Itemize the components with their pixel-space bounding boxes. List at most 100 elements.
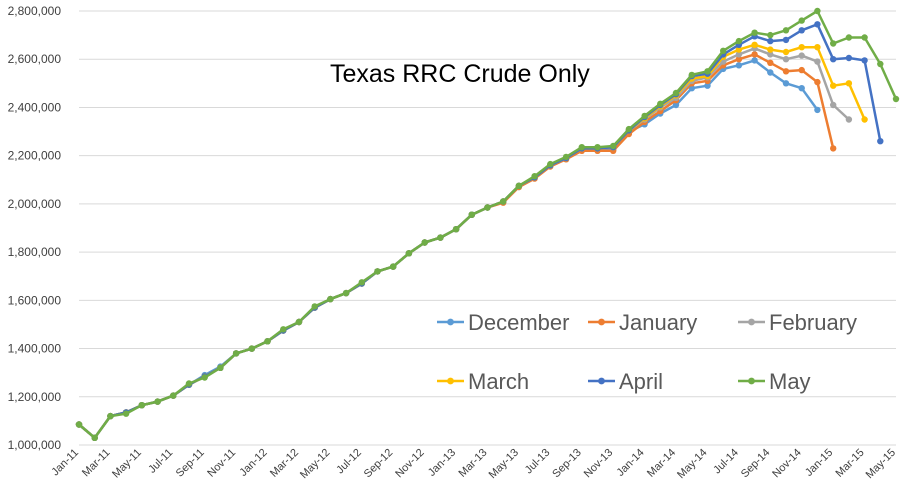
x-tick-label: Mar-13 xyxy=(456,447,489,480)
data-point xyxy=(657,100,664,108)
data-point xyxy=(751,41,758,48)
legend: December January February March April May xyxy=(437,310,857,394)
data-point xyxy=(672,89,680,97)
x-tick-label: Sep-13 xyxy=(550,447,584,481)
data-point xyxy=(782,80,790,87)
data-point xyxy=(122,410,130,417)
data-point xyxy=(767,69,774,76)
legend-label: February xyxy=(769,310,857,335)
data-point xyxy=(767,31,774,39)
data-point xyxy=(767,59,774,66)
x-tick-label: Jan-14 xyxy=(614,447,646,479)
y-tick-label: 1,800,000 xyxy=(8,245,62,259)
data-point xyxy=(845,116,853,123)
data-point xyxy=(767,46,774,53)
data-point xyxy=(751,57,758,64)
x-tick-label: May-12 xyxy=(298,447,332,481)
data-point xyxy=(751,51,758,58)
data-point xyxy=(892,95,900,103)
data-point xyxy=(562,153,570,161)
x-tick-label: Sep-14 xyxy=(739,447,773,481)
y-tick-label: 1,000,000 xyxy=(8,438,62,452)
chart-title: Texas RRC Crude Only xyxy=(330,60,590,88)
data-point xyxy=(814,21,821,28)
data-point xyxy=(861,57,868,64)
x-tick-label: Jul-14 xyxy=(711,447,741,477)
data-point xyxy=(688,71,695,79)
y-tick-label: 1,400,000 xyxy=(8,342,62,356)
data-point xyxy=(767,51,774,58)
legend-item: March xyxy=(437,369,529,394)
x-tick-label: Jan-13 xyxy=(426,447,458,479)
data-point xyxy=(264,338,271,345)
x-tick-label: May-15 xyxy=(864,447,898,481)
x-tick-label: May-13 xyxy=(487,447,521,481)
data-point xyxy=(154,398,161,405)
data-point xyxy=(170,392,177,399)
data-point xyxy=(594,144,601,151)
data-point xyxy=(798,17,805,24)
legend-label: April xyxy=(619,369,663,394)
data-point xyxy=(91,434,98,441)
data-point xyxy=(641,112,648,120)
data-point xyxy=(798,44,805,51)
data-point xyxy=(877,60,884,68)
y-tick-label: 1,200,000 xyxy=(8,390,62,404)
legend-item: January xyxy=(588,310,697,335)
data-point xyxy=(201,374,208,381)
data-point xyxy=(814,78,821,86)
data-point xyxy=(735,62,743,69)
data-point xyxy=(390,263,397,270)
data-point xyxy=(374,268,381,275)
data-point xyxy=(280,326,287,333)
data-point xyxy=(547,160,554,168)
data-point xyxy=(452,226,460,233)
series-line xyxy=(78,47,850,440)
data-point xyxy=(610,142,617,150)
y-tick-label: 1,600,000 xyxy=(8,293,62,307)
x-tick-label: Sep-12 xyxy=(362,447,396,481)
series-may xyxy=(75,7,900,441)
data-point xyxy=(830,40,837,47)
data-point xyxy=(185,380,193,387)
data-point xyxy=(468,211,475,218)
data-point xyxy=(782,56,790,63)
data-point xyxy=(720,47,727,54)
data-point xyxy=(845,80,853,87)
data-point xyxy=(735,46,743,53)
data-point xyxy=(830,145,837,152)
data-point xyxy=(327,295,334,303)
data-point xyxy=(405,250,413,257)
x-tick-label: Sep-11 xyxy=(174,447,207,480)
legend-marker xyxy=(748,318,755,326)
data-point xyxy=(861,34,868,41)
legend-label: March xyxy=(468,369,529,394)
x-tick-label: Mar-14 xyxy=(645,447,678,480)
data-point xyxy=(437,234,444,241)
x-tick-label: Nov-12 xyxy=(393,447,427,481)
data-point xyxy=(342,289,350,297)
data-point xyxy=(484,204,491,211)
legend-marker xyxy=(748,377,755,385)
legend-item: February xyxy=(738,310,857,335)
data-point xyxy=(704,82,711,89)
data-point xyxy=(672,101,680,109)
data-point xyxy=(798,27,805,34)
data-point xyxy=(798,66,805,74)
data-point xyxy=(75,421,83,428)
legend-marker xyxy=(598,377,605,385)
x-tick-label: Mar-15 xyxy=(834,447,867,480)
x-tick-label: Jul-13 xyxy=(523,447,553,477)
data-point xyxy=(232,350,240,357)
y-tick-label: 2,000,000 xyxy=(8,197,62,211)
x-tick-label: Nov-13 xyxy=(582,447,616,481)
x-tick-label: Mar-11 xyxy=(80,447,113,480)
data-point xyxy=(830,82,837,89)
legend-label: December xyxy=(468,310,569,335)
data-point xyxy=(311,303,318,310)
data-point xyxy=(295,318,303,326)
data-point xyxy=(782,36,790,44)
data-point xyxy=(107,412,114,420)
